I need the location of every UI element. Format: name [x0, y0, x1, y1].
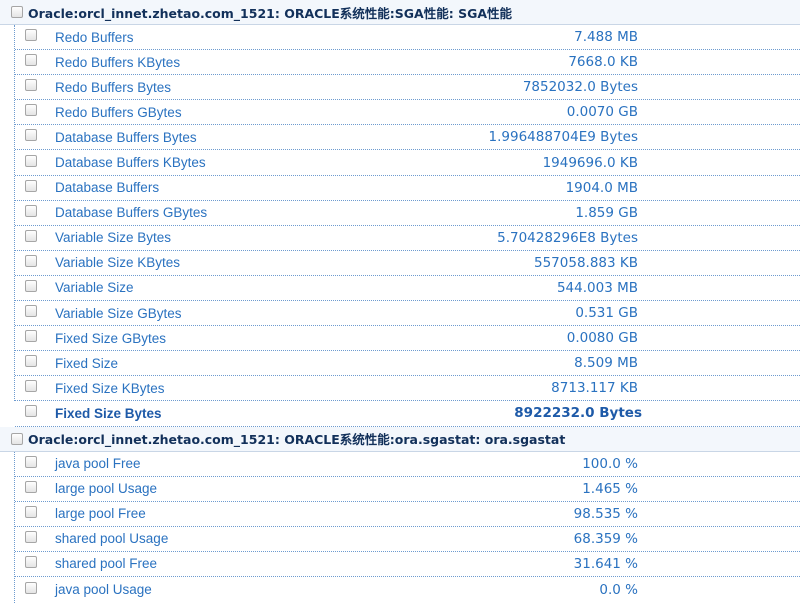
group-title: Oracle:orcl_innet.zhetao.com_1521: ORACL…	[28, 432, 566, 447]
group-checkbox[interactable]	[11, 432, 23, 445]
metric-checkbox[interactable]	[25, 305, 37, 318]
metric-checkbox[interactable]	[25, 229, 37, 242]
metric-label: Variable Size KBytes	[55, 255, 181, 271]
metric-checkbox[interactable]	[25, 505, 37, 518]
metric-checkbox[interactable]	[25, 54, 37, 67]
group-header[interactable]: Oracle:orcl_innet.zhetao.com_1521: ORACL…	[0, 0, 800, 25]
metric-checkbox[interactable]	[25, 179, 37, 192]
metric-label: Fixed Size GBytes	[55, 330, 167, 346]
metric-label: large pool Usage	[55, 481, 158, 497]
metric-value: 8922232.0 Bytes	[514, 405, 642, 422]
metric-value: 100.0 %	[582, 455, 638, 472]
metric-row[interactable]: shared pool Free 31.641 %	[15, 552, 800, 577]
metric-checkbox[interactable]	[25, 581, 37, 594]
metric-row[interactable]: Redo Buffers KBytes 7668.0 KB	[15, 50, 800, 76]
metric-label: Database Buffers Bytes	[55, 129, 197, 145]
metric-row[interactable]: java pool Usage 0.0 %	[15, 577, 800, 602]
metric-label: Fixed Size KBytes	[55, 380, 165, 396]
metric-value: 0.0070 GB	[566, 104, 638, 121]
metric-label: shared pool Usage	[55, 531, 169, 547]
metric-label: large pool Free	[55, 506, 146, 522]
metric-value: 0.0080 GB	[566, 330, 638, 347]
metric-row[interactable]: large pool Usage 1.465 %	[15, 477, 800, 502]
metric-row[interactable]: Database Buffers Bytes 1.996488704E9 Byt…	[15, 125, 800, 151]
metric-row[interactable]: Variable Size GBytes 0.531 GB	[15, 301, 800, 327]
metric-row[interactable]: Fixed Size GBytes 0.0080 GB	[15, 326, 800, 352]
metric-value: 1.465 %	[582, 480, 638, 497]
metric-value: 7852032.0 Bytes	[522, 79, 638, 96]
metric-value: 1904.0 MB	[565, 179, 638, 196]
metric-label: Redo Buffers GBytes	[55, 104, 182, 120]
metric-checkbox[interactable]	[25, 555, 37, 568]
metric-checkbox[interactable]	[25, 530, 37, 543]
metric-row[interactable]: Redo Buffers GBytes 0.0070 GB	[15, 100, 800, 126]
metric-value: 7668.0 KB	[568, 54, 638, 71]
group-sgastat: Oracle:orcl_innet.zhetao.com_1521: ORACL…	[0, 426, 800, 603]
metric-value: 544.003 MB	[556, 279, 638, 296]
metric-row[interactable]: Variable Size KBytes 557058.883 KB	[15, 251, 800, 276]
metric-value: 1.859 GB	[575, 204, 638, 221]
metric-value: 31.641 %	[573, 555, 638, 572]
metric-checkbox[interactable]	[25, 204, 37, 217]
metric-row[interactable]: large pool Free 98.535 %	[15, 502, 800, 527]
metric-checkbox[interactable]	[25, 480, 37, 493]
metric-checkbox[interactable]	[25, 79, 37, 92]
metric-label: Fixed Size	[55, 355, 119, 371]
metric-row[interactable]: Variable Size Bytes 5.70428296E8 Bytes	[15, 226, 800, 251]
metric-label: Fixed Size Bytes	[55, 405, 162, 421]
metric-label: java pool Free	[55, 456, 141, 472]
group-title: Oracle:orcl_innet.zhetao.com_1521: ORACL…	[28, 5, 513, 21]
metric-checkbox[interactable]	[25, 129, 37, 142]
metric-row[interactable]: java pool Free 100.0 %	[15, 452, 800, 477]
metric-row[interactable]: Redo Buffers Bytes 7852032.0 Bytes	[15, 75, 800, 101]
metric-checkbox[interactable]	[25, 154, 37, 167]
metric-label: Redo Buffers KBytes	[55, 54, 181, 70]
metric-row[interactable]: Redo Buffers 7.488 MB	[15, 25, 800, 51]
metric-label: Variable Size	[55, 280, 134, 296]
metric-value: 557058.883 KB	[534, 254, 638, 271]
metric-row[interactable]: Fixed Size KBytes 8713.117 KB	[15, 376, 800, 402]
metric-checkbox[interactable]	[25, 29, 37, 42]
metric-row[interactable]: Database Buffers 1904.0 MB	[15, 176, 800, 201]
metric-value: 1.996488704E9 Bytes	[488, 129, 638, 146]
metric-label: Database Buffers GBytes	[55, 205, 208, 221]
group-sga-performance: Oracle:orcl_innet.zhetao.com_1521: ORACL…	[0, 0, 800, 427]
metric-label: Database Buffers KBytes	[55, 155, 206, 171]
metric-checkbox[interactable]	[25, 405, 37, 418]
tree-line	[14, 451, 15, 603]
metric-checkbox[interactable]	[25, 455, 37, 468]
metric-label: Variable Size GBytes	[55, 305, 182, 321]
metric-value: 0.0 %	[599, 581, 638, 598]
metric-row[interactable]: shared pool Usage 68.359 %	[15, 527, 800, 552]
metric-checkbox[interactable]	[25, 380, 37, 393]
tree-line	[14, 25, 15, 401]
metric-label: shared pool Free	[55, 556, 158, 572]
metric-value: 5.70428296E8 Bytes	[497, 229, 638, 246]
metric-value: 1949696.0 KB	[542, 154, 638, 171]
metric-label: Variable Size Bytes	[55, 230, 172, 246]
metric-checkbox[interactable]	[25, 104, 37, 117]
metric-label: Redo Buffers Bytes	[55, 79, 172, 95]
metric-value: 98.535 %	[573, 505, 638, 522]
metric-row[interactable]: Database Buffers GBytes 1.859 GB	[15, 201, 800, 226]
metric-label: Database Buffers	[55, 180, 160, 196]
metric-checkbox[interactable]	[25, 355, 37, 368]
metric-row-selected[interactable]: Fixed Size Bytes 8922232.0 Bytes	[15, 401, 800, 427]
metric-label: Redo Buffers	[55, 29, 134, 45]
metric-checkbox[interactable]	[25, 254, 37, 267]
metric-checkbox[interactable]	[25, 330, 37, 343]
metric-value: 0.531 GB	[575, 305, 638, 322]
metric-row[interactable]: Variable Size 544.003 MB	[15, 276, 800, 302]
metric-checkbox[interactable]	[25, 279, 37, 292]
metric-value: 8713.117 KB	[551, 380, 638, 397]
metric-value: 7.488 MB	[574, 29, 638, 46]
metric-row[interactable]: Database Buffers KBytes 1949696.0 KB	[15, 150, 800, 176]
metric-label: java pool Usage	[55, 582, 152, 598]
group-checkbox[interactable]	[11, 6, 23, 18]
group-header[interactable]: Oracle:orcl_innet.zhetao.com_1521: ORACL…	[0, 426, 800, 452]
metric-row[interactable]: Fixed Size 8.509 MB	[15, 351, 800, 377]
metric-value: 68.359 %	[573, 530, 638, 547]
metric-value: 8.509 MB	[574, 355, 638, 372]
